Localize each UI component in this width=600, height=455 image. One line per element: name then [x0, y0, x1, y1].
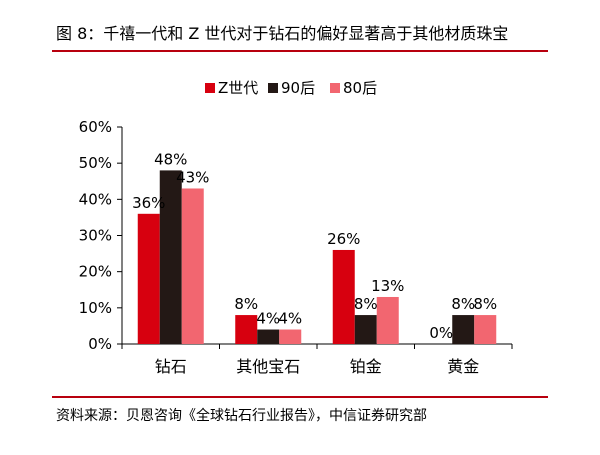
legend-swatch — [268, 83, 278, 93]
data-label: 13% — [371, 277, 404, 295]
legend-swatch — [205, 83, 215, 93]
data-label: 36% — [132, 194, 165, 212]
data-label: 48% — [154, 150, 187, 168]
data-label: 26% — [327, 230, 360, 248]
legend-label: Z世代 — [218, 79, 258, 97]
bar — [257, 329, 280, 344]
y-tick-label: 20% — [79, 263, 112, 281]
bar — [159, 170, 182, 344]
bar — [354, 315, 377, 344]
legend-label: 80后 — [343, 79, 377, 97]
title-divider — [52, 50, 548, 52]
y-tick-label: 30% — [79, 227, 112, 245]
y-tick-label: 50% — [79, 154, 112, 172]
bar — [474, 315, 497, 344]
source-divider — [52, 396, 548, 398]
bars — [137, 170, 497, 344]
bar — [332, 249, 355, 344]
bar — [376, 296, 399, 344]
x-axis: 钻石 其他宝石 铂金 黄金 — [121, 343, 513, 376]
data-label: 4% — [256, 310, 280, 328]
bar — [235, 315, 258, 344]
data-label: 8% — [234, 295, 258, 313]
data-label: 4% — [278, 310, 302, 328]
source-note: 资料来源：贝恩咨询《全球钻石行业报告》，中信证券研究部 — [56, 408, 427, 424]
data-label: 43% — [176, 168, 209, 186]
figure-title: 图 8：千禧一代和 Z 世代对于钻石的偏好显著高于其他材质珠宝 — [56, 24, 509, 43]
bar — [181, 188, 204, 344]
x-category-label: 钻石 — [155, 357, 187, 376]
bar-chart: Z世代 90后 80后 0% 10% 20% 30% 40% 50% 60% 钻石 其他宝石 铂金 黄… — [79, 79, 513, 376]
data-label: 8% — [354, 295, 378, 313]
y-tick-label: 10% — [79, 299, 112, 317]
y-axis: 0% 10% 20% 30% 40% 50% 60% — [79, 118, 123, 353]
data-label: 8% — [473, 295, 497, 313]
x-category-label: 铂金 — [350, 357, 382, 376]
x-category-label: 其他宝石 — [236, 357, 300, 376]
y-tick-label: 60% — [79, 118, 112, 136]
y-tick-label: 0% — [88, 335, 112, 353]
legend-swatch — [330, 83, 340, 93]
data-label: 0% — [429, 324, 453, 342]
bar — [137, 213, 160, 344]
value-labels: 36%8%26%0%48%4%8% 8%43%4%13%8% — [132, 150, 497, 342]
legend: Z世代 90后 80后 — [205, 79, 377, 97]
bar — [452, 315, 475, 344]
y-tick-label: 40% — [79, 190, 112, 208]
legend-label: 90后 — [281, 79, 315, 97]
data-label: 8% — [451, 295, 475, 313]
x-category-label: 黄金 — [447, 357, 479, 376]
bar — [279, 329, 302, 344]
